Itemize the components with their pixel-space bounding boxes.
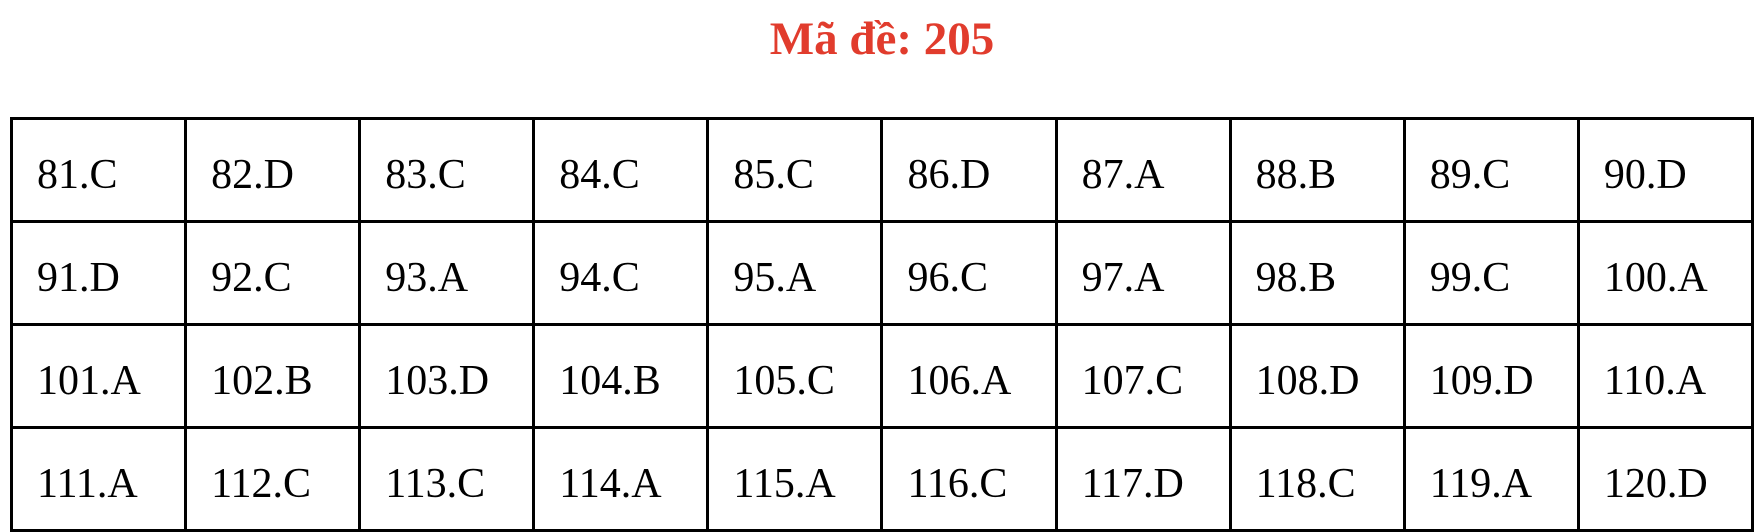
answer-cell-116: 116.C: [880, 426, 1058, 532]
answer-cell-110: 110.A: [1576, 323, 1755, 429]
exam-code-title: Mã đề: 205: [769, 13, 995, 65]
answer-cell-89: 89.C: [1402, 117, 1580, 223]
answer-cell-84: 84.C: [532, 117, 710, 223]
answer-cell-83: 83.C: [358, 117, 536, 223]
answer-cell-93: 93.A: [358, 220, 536, 326]
answer-cell-112: 112.C: [184, 426, 362, 532]
answer-cell-103: 103.D: [358, 323, 536, 429]
answer-key-table: 81.C 82.D 83.C 84.C 85.C 86.D 87.A 88.B …: [9, 117, 1755, 532]
answer-cell-109: 109.D: [1402, 323, 1580, 429]
answer-cell-81: 81.C: [9, 117, 188, 223]
answer-cell-106: 106.A: [880, 323, 1058, 429]
answer-row-2: 91.D 92.C 93.A 94.C 95.A 96.C 97.A 98.B …: [9, 220, 1755, 326]
answer-cell-85: 85.C: [706, 117, 884, 223]
answer-cell-82: 82.D: [184, 117, 362, 223]
answer-cell-101: 101.A: [9, 323, 188, 429]
answer-cell-113: 113.C: [358, 426, 536, 532]
answer-cell-100: 100.A: [1576, 220, 1755, 326]
answer-cell-88: 88.B: [1228, 117, 1406, 223]
answer-cell-99: 99.C: [1402, 220, 1580, 326]
answer-cell-97: 97.A: [1054, 220, 1232, 326]
answer-cell-104: 104.B: [532, 323, 710, 429]
answer-cell-96: 96.C: [880, 220, 1058, 326]
answer-cell-118: 118.C: [1228, 426, 1406, 532]
answer-cell-91: 91.D: [9, 220, 188, 326]
answer-row-3: 101.A 102.B 103.D 104.B 105.C 106.A 107.…: [9, 323, 1755, 429]
answer-cell-119: 119.A: [1402, 426, 1580, 532]
answer-cell-90: 90.D: [1576, 117, 1755, 223]
answer-cell-92: 92.C: [184, 220, 362, 326]
answer-cell-117: 117.D: [1054, 426, 1232, 532]
answer-cell-107: 107.C: [1054, 323, 1232, 429]
answer-cell-102: 102.B: [184, 323, 362, 429]
answer-cell-87: 87.A: [1054, 117, 1232, 223]
answer-cell-86: 86.D: [880, 117, 1058, 223]
answer-cell-94: 94.C: [532, 220, 710, 326]
answer-cell-111: 111.A: [9, 426, 188, 532]
answer-cell-114: 114.A: [532, 426, 710, 532]
answer-cell-98: 98.B: [1228, 220, 1406, 326]
answer-cell-120: 120.D: [1576, 426, 1755, 532]
answer-cell-115: 115.A: [706, 426, 884, 532]
answer-cell-108: 108.D: [1228, 323, 1406, 429]
answer-row-4: 111.A 112.C 113.C 114.A 115.A 116.C 117.…: [9, 426, 1755, 532]
answer-row-1: 81.C 82.D 83.C 84.C 85.C 86.D 87.A 88.B …: [9, 117, 1755, 223]
answer-cell-95: 95.A: [706, 220, 884, 326]
answer-cell-105: 105.C: [706, 323, 884, 429]
